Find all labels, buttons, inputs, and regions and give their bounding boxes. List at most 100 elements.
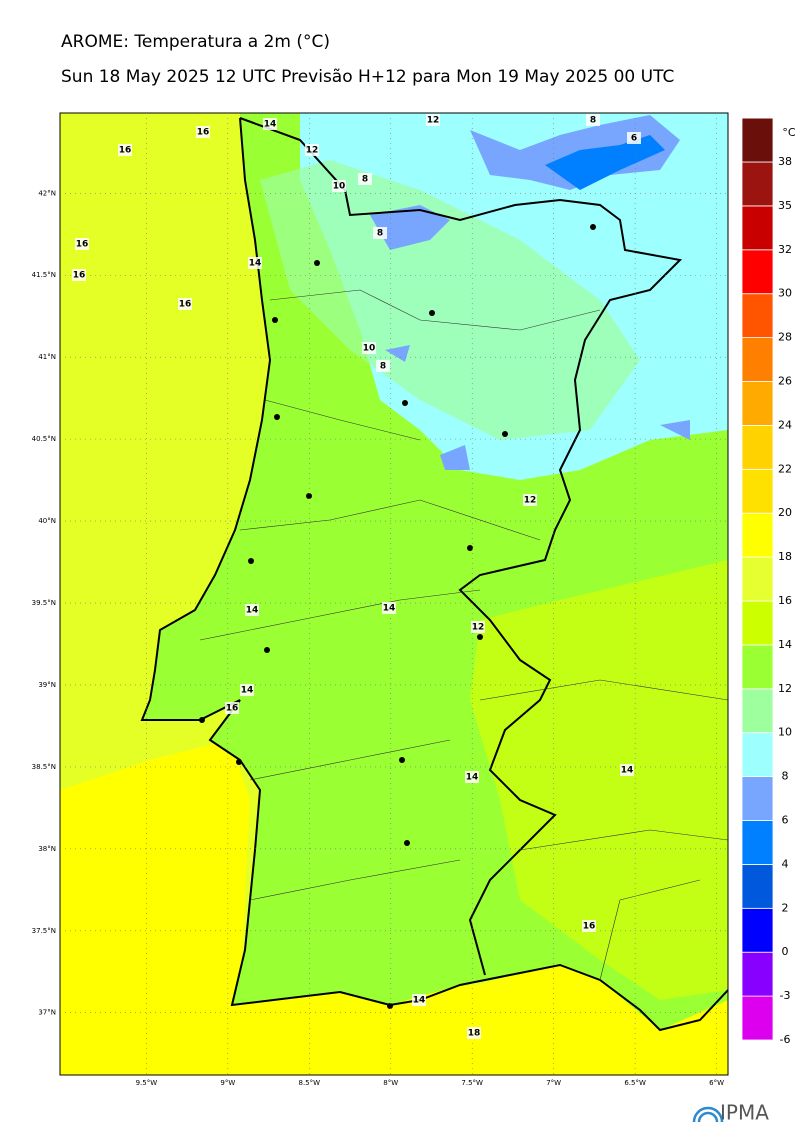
colorbar-unit: °C [782, 126, 796, 139]
colorbar-box [741, 732, 774, 778]
cold-area [370, 205, 690, 470]
contour-label: 8 [377, 229, 383, 239]
contour-label: 14 [383, 604, 396, 614]
lat-label: 38.5°N [32, 763, 56, 771]
contour-label: 6 [631, 134, 637, 144]
lon-label: 7°W [546, 1079, 561, 1087]
contour-label: 10 [363, 344, 376, 354]
contour-label-bg [627, 132, 641, 144]
colorbar-box [741, 995, 774, 1041]
contour-label-bg [376, 360, 390, 372]
lat-label: 39.5°N [32, 599, 56, 607]
lat-label: 41.5°N [32, 271, 56, 279]
lat-label: 40°N [38, 517, 56, 525]
contour-label-bg [582, 920, 596, 932]
lon-label: 8.5°W [298, 1079, 320, 1087]
colorbar-box [741, 337, 774, 382]
contour-label-bg [412, 994, 426, 1006]
contour-label-bg [305, 144, 319, 156]
colorbar-label: 22 [778, 462, 792, 475]
lat-label: 37.5°N [32, 927, 56, 935]
colorbar-label: 6 [782, 814, 789, 827]
contour-label: 16 [73, 271, 86, 281]
colorbar-box [741, 424, 774, 470]
contour-label: 8 [590, 116, 596, 126]
colorbar-label: 18 [778, 550, 792, 563]
district-line [199, 289, 728, 981]
lat-label: 39°N [38, 681, 56, 689]
colorbar-label: 30 [778, 287, 792, 300]
colorbar-box [741, 864, 774, 909]
contour-label: 12 [427, 116, 440, 126]
contour-label: 14 [466, 773, 479, 783]
colorbar-label: 2 [782, 901, 789, 914]
lon-label: 8°W [383, 1079, 398, 1087]
contour-label: 12 [306, 146, 319, 156]
colorbar-box [741, 293, 774, 339]
contour-label-bg [523, 494, 537, 506]
contour-label: 12 [472, 623, 485, 633]
colorbar-box [741, 907, 774, 953]
colorbar-box [741, 951, 774, 997]
colorbar-box [741, 820, 774, 865]
contour-label: 14 [249, 259, 262, 269]
colorbar-box [741, 205, 774, 251]
contour-label-bg [382, 602, 396, 614]
lon-label: 9.5°W [136, 1079, 158, 1087]
colorbar-label: 24 [778, 418, 792, 431]
contour-label-bg [373, 227, 387, 239]
colorbar-label: 16 [778, 594, 792, 607]
contour-label-bg [118, 144, 132, 156]
lon-label: 9°W [220, 1079, 235, 1087]
colorbar-box [741, 381, 774, 426]
contour-label: 14 [621, 766, 634, 776]
colorbar-label: 10 [778, 726, 792, 739]
lat-label: 40.5°N [32, 435, 56, 443]
contour-label: 16 [197, 128, 210, 138]
contour-label: 18 [468, 1029, 481, 1039]
contour-label: 16 [76, 240, 89, 250]
lat-label: 38°N [38, 845, 56, 853]
colorbar-box [741, 688, 774, 734]
lon-label: 6°W [709, 1079, 724, 1087]
contour-label-bg [245, 604, 259, 616]
map [60, 113, 728, 1075]
lon-label: 6.5°W [624, 1079, 646, 1087]
lat-label: 37°N [38, 1009, 56, 1017]
colorbar-box [741, 117, 774, 163]
cities [199, 224, 596, 1009]
contour-label-bg [426, 114, 440, 126]
colorbar-box [741, 776, 774, 821]
logo: IPMA [692, 1101, 769, 1125]
colorbar-box [741, 600, 774, 646]
colorbar-label: 32 [778, 243, 792, 256]
mild-area [260, 160, 640, 440]
warm-sea [60, 740, 728, 1075]
contour-label: 16 [119, 146, 132, 156]
lat-label: 42°N [38, 189, 56, 197]
title: AROME: Temperatura a 2m (°C) [61, 32, 330, 52]
contour-label: 14 [246, 606, 259, 616]
contour-label-bg [196, 126, 210, 138]
contour-label: 8 [362, 175, 368, 185]
colorbar-box [741, 249, 774, 295]
contour-label-bg [465, 771, 479, 783]
colorbar-label: 26 [778, 375, 792, 388]
colorbar-box [741, 468, 774, 514]
contour-label-bg [620, 764, 634, 776]
contour-label: 14 [241, 686, 254, 696]
border [239, 117, 683, 976]
contour-label: 8 [380, 362, 386, 372]
contour-label-bg [248, 257, 262, 269]
contour-label: 14 [413, 996, 426, 1006]
contour-label-bg [225, 702, 239, 714]
contour-label: 10 [333, 182, 346, 192]
colorbar-label: 8 [782, 770, 789, 783]
contour-label: 16 [179, 300, 192, 310]
contour-label-bg [358, 173, 372, 185]
colorbar-label: 14 [778, 638, 792, 651]
lat-label: 41°N [38, 353, 56, 361]
colorbar-box [741, 512, 774, 558]
logo-text: IPMA [720, 1101, 769, 1125]
